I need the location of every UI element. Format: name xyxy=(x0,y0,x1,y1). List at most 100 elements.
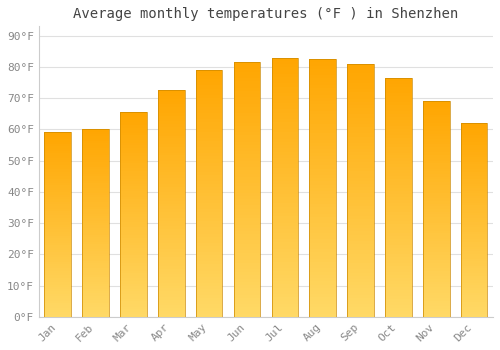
Bar xyxy=(44,144,71,146)
Bar xyxy=(461,203,487,205)
Bar xyxy=(348,133,374,136)
Bar xyxy=(234,116,260,119)
Bar xyxy=(196,76,222,79)
Bar xyxy=(423,309,450,312)
Bar xyxy=(272,190,298,194)
Bar xyxy=(234,266,260,269)
Bar xyxy=(272,288,298,291)
Bar xyxy=(272,152,298,155)
Bar xyxy=(234,212,260,215)
Bar xyxy=(272,77,298,80)
Bar xyxy=(272,272,298,275)
Bar xyxy=(385,254,411,257)
Bar xyxy=(272,285,298,288)
Bar xyxy=(423,236,450,239)
Bar xyxy=(44,211,71,213)
Bar xyxy=(423,225,450,228)
Bar xyxy=(461,266,487,268)
Bar xyxy=(234,65,260,69)
Bar xyxy=(348,194,374,197)
Bar xyxy=(234,62,260,65)
Bar xyxy=(272,168,298,171)
Bar xyxy=(385,78,411,317)
Bar xyxy=(461,157,487,160)
Bar xyxy=(348,155,374,159)
Bar xyxy=(158,116,184,119)
Bar xyxy=(310,149,336,153)
Bar xyxy=(158,119,184,121)
Bar xyxy=(461,300,487,302)
Bar xyxy=(44,310,71,312)
Bar xyxy=(385,105,411,108)
Bar xyxy=(385,311,411,314)
Bar xyxy=(82,258,109,260)
Bar xyxy=(44,271,71,273)
Bar xyxy=(461,138,487,140)
Bar xyxy=(385,257,411,260)
Bar xyxy=(120,314,146,317)
Bar xyxy=(120,279,146,281)
Bar xyxy=(385,224,411,227)
Bar xyxy=(44,248,71,250)
Bar xyxy=(348,247,374,250)
Bar xyxy=(423,134,450,136)
Bar xyxy=(82,293,109,296)
Bar xyxy=(158,218,184,220)
Bar xyxy=(120,307,146,309)
Bar xyxy=(385,173,411,176)
Bar xyxy=(234,119,260,122)
Bar xyxy=(310,201,336,204)
Bar xyxy=(348,165,374,168)
Bar xyxy=(82,253,109,256)
Bar xyxy=(310,236,336,239)
Bar xyxy=(158,147,184,150)
Bar xyxy=(196,122,222,126)
Bar xyxy=(423,276,450,279)
Bar xyxy=(272,262,298,265)
Bar xyxy=(196,135,222,138)
Bar xyxy=(82,221,109,223)
Bar xyxy=(234,275,260,279)
Bar xyxy=(461,145,487,147)
Bar xyxy=(82,193,109,195)
Bar xyxy=(158,107,184,110)
Bar xyxy=(158,130,184,133)
Bar xyxy=(234,167,260,170)
Bar xyxy=(82,256,109,258)
Bar xyxy=(385,144,411,147)
Bar xyxy=(196,181,222,184)
Bar xyxy=(385,194,411,197)
Bar xyxy=(44,280,71,282)
Bar xyxy=(158,266,184,269)
Bar xyxy=(44,294,71,296)
Bar xyxy=(272,177,298,181)
Bar xyxy=(272,100,298,103)
Bar xyxy=(310,223,336,226)
Bar xyxy=(348,174,374,178)
Bar xyxy=(348,168,374,171)
Bar xyxy=(348,276,374,279)
Bar xyxy=(272,83,298,87)
Bar xyxy=(196,85,222,89)
Bar xyxy=(310,111,336,114)
Bar xyxy=(44,133,71,317)
Bar xyxy=(310,88,336,91)
Bar xyxy=(196,160,222,162)
Bar xyxy=(310,62,336,65)
Bar xyxy=(196,175,222,178)
Bar xyxy=(158,280,184,283)
Bar xyxy=(120,240,146,243)
Bar xyxy=(158,220,184,223)
Bar xyxy=(272,278,298,281)
Bar xyxy=(385,117,411,120)
Bar xyxy=(234,88,260,91)
Bar xyxy=(158,209,184,212)
Bar xyxy=(44,259,71,261)
Bar xyxy=(461,220,487,222)
Bar xyxy=(272,252,298,255)
Bar xyxy=(272,142,298,145)
Bar xyxy=(82,176,109,178)
Bar xyxy=(82,268,109,270)
Bar xyxy=(196,95,222,98)
Bar xyxy=(158,155,184,158)
